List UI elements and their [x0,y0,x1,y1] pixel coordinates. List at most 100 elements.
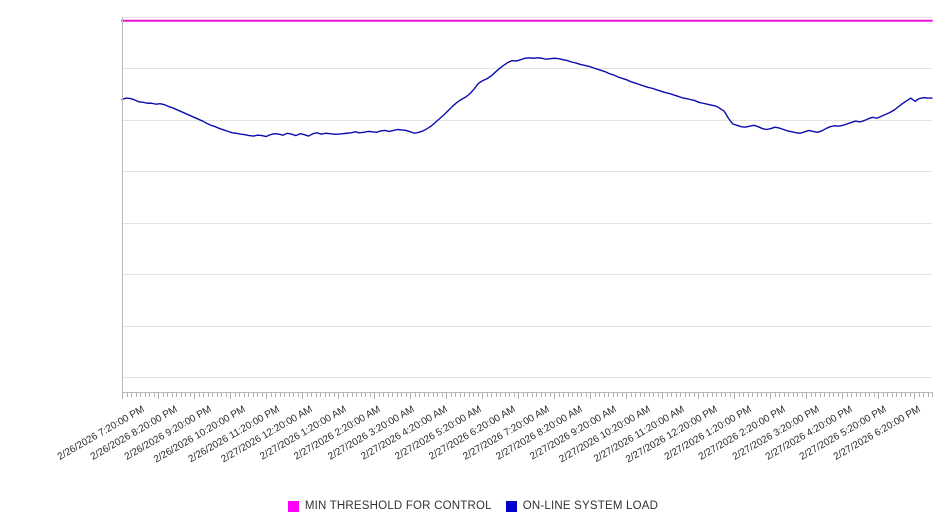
axis-tick-minor [342,393,344,397]
axis-tick-minor [761,393,762,397]
gridline [122,17,932,18]
axis-tick-major [698,393,699,399]
axis-tick-minor [536,393,537,397]
axis-tick-minor [225,393,227,397]
axis-tick-major [266,393,267,399]
axis-tick-minor [599,393,600,397]
axis-tick-minor [693,393,695,397]
axis-tick-minor [257,393,258,397]
legend-color-swatch [287,500,299,512]
axis-tick-minor [828,393,830,397]
axis-tick-minor [131,393,132,397]
axis-tick-minor [495,393,497,397]
axis-tick-minor [558,393,560,397]
axis-tick-minor [176,393,177,397]
axis-tick-minor [297,393,299,397]
legend-entry[interactable]: MIN THRESHOLD FOR CONTROL [287,500,492,512]
axis-tick-minor [207,393,209,397]
axis-tick-minor [387,393,389,397]
on-line-system-load-line [121,57,933,138]
axis-tick-minor [279,393,281,397]
axis-tick-minor [585,393,587,397]
axis-tick-minor [567,393,569,397]
axis-tick-major [194,393,195,399]
axis-tick-minor [540,393,542,397]
axis-tick-minor [162,393,164,397]
gridline [122,377,932,378]
axis-tick-minor [891,393,893,397]
axis-tick-major [914,393,915,399]
axis-tick-minor [365,393,366,397]
axis-tick-minor [864,393,866,397]
axis-tick-minor [486,393,488,397]
axis-tick-minor [702,393,704,397]
axis-tick-minor [248,393,249,397]
axis-tick-minor [608,393,609,397]
axis-tick-major [806,393,807,399]
axis-tick-minor [153,393,155,397]
axis-tick-minor [167,393,168,397]
axis-tick-minor [239,393,240,397]
axis-tick-minor [275,393,276,397]
axis-tick-major [878,393,879,399]
axis-tick-minor [423,393,425,397]
axis-tick-minor [500,393,501,397]
x-axis-tick-strip [122,393,933,399]
axis-tick-minor [306,393,308,397]
axis-tick-minor [617,393,618,397]
axis-tick-minor [576,393,578,397]
x-axis-labels: 2/26/2026 7:20:00 PM 2/26/2026 8:20:00 PM… [0,398,946,483]
axis-tick-minor [927,393,929,397]
axis-tick-minor [243,393,245,397]
axis-tick-major [302,393,303,399]
axis-tick-minor [869,393,870,397]
axis-tick-minor [738,393,740,397]
axis-tick-minor [909,393,911,397]
axis-tick-minor [684,393,686,397]
legend-label: ON-LINE SYSTEM LOAD [522,500,659,512]
legend-entry[interactable]: ON-LINE SYSTEM LOAD [505,500,659,512]
axis-tick-minor [729,393,731,397]
axis-tick-minor [675,393,677,397]
axis-tick-minor [198,393,200,397]
axis-tick-major [122,393,123,399]
axis-tick-minor [792,393,794,397]
axis-tick-minor [572,393,573,397]
gridline [122,120,932,121]
axis-tick-minor [707,393,708,397]
axis-tick-minor [846,393,848,397]
plot-area [121,17,933,392]
axis-tick-minor [797,393,798,397]
axis-tick-minor [509,393,510,397]
axis-tick-minor [396,393,398,397]
axis-tick-minor [639,393,641,397]
axis-tick-minor [747,393,749,397]
axis-tick-minor [896,393,897,397]
axis-tick-minor [612,393,614,397]
axis-tick-minor [401,393,402,397]
gridline [122,223,932,224]
axis-tick-major [482,393,483,399]
axis-tick-minor [320,393,321,397]
axis-tick-minor [680,393,681,397]
gridline [122,274,932,275]
axis-tick-minor [882,393,884,397]
axis-tick-minor [752,393,753,397]
axis-tick-minor [428,393,429,397]
axis-tick-minor [810,393,812,397]
axis-tick-minor [644,393,645,397]
y-axis-line [122,17,123,393]
axis-tick-minor [437,393,438,397]
axis-tick-major [338,393,339,399]
axis-tick-minor [126,393,128,397]
legend-label: MIN THRESHOLD FOR CONTROL [304,500,492,512]
axis-tick-minor [261,393,263,397]
legend-color-swatch [505,500,517,512]
axis-tick-minor [635,393,636,397]
axis-tick-minor [603,393,605,397]
axis-tick-minor [527,393,528,397]
axis-tick-major [662,393,663,399]
axis-tick-minor [788,393,789,397]
axis-tick-minor [203,393,204,397]
